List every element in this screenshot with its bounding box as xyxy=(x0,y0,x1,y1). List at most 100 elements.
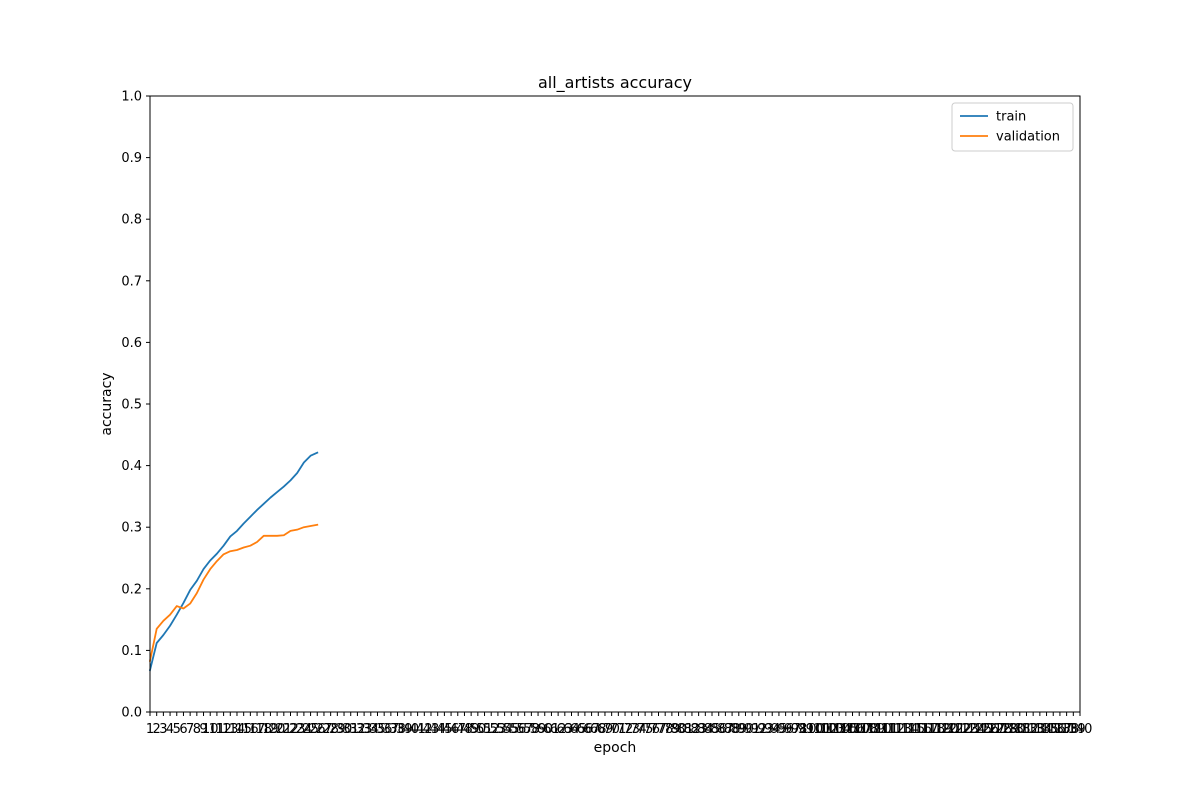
x-tick-label: 25 xyxy=(302,722,319,737)
x-tick-label: 47 xyxy=(449,722,466,737)
x-tick-label: 33 xyxy=(356,722,373,737)
x-tick-label: 59 xyxy=(530,722,547,737)
x-tick-label: 61 xyxy=(543,722,560,737)
x-tick-label: 126 xyxy=(974,722,999,737)
x-tick-label: 29 xyxy=(329,722,346,737)
series-line-validation xyxy=(148,523,319,662)
x-tick-label: 104 xyxy=(827,722,852,737)
x-tick-label: 94 xyxy=(764,722,781,737)
x-tick-label: 73 xyxy=(623,722,640,737)
x-tick-label: 14 xyxy=(229,722,246,737)
x-tick-label: 133 xyxy=(1021,722,1046,737)
x-tick-label: 27 xyxy=(316,722,333,737)
x-tick-label: 112 xyxy=(880,722,905,737)
x-tick-label: 28 xyxy=(322,722,339,737)
x-tick-label: 79 xyxy=(664,722,681,737)
y-tick-label: 0.3 xyxy=(121,521,142,536)
legend-label-validation: validation xyxy=(996,130,1060,145)
x-tick-label: 15 xyxy=(235,722,252,737)
y-tick-label: 0.5 xyxy=(121,398,142,413)
x-tick-label: 21 xyxy=(276,722,293,737)
x-tick-label: 19 xyxy=(262,722,279,737)
x-tick-label: 129 xyxy=(994,722,1019,737)
x-tick-label: 20 xyxy=(269,722,286,737)
x-tick-label: 85 xyxy=(704,722,721,737)
x-tick-label: 41 xyxy=(409,722,426,737)
x-tick-label: 83 xyxy=(690,722,707,737)
series-line-train xyxy=(148,451,319,672)
x-tick-label: 67 xyxy=(583,722,600,737)
x-tick-label: 66 xyxy=(577,722,594,737)
x-tick-label: 97 xyxy=(784,722,801,737)
x-tick-label: 16 xyxy=(242,722,259,737)
x-tick-label: 72 xyxy=(617,722,634,737)
x-tick-label: 51 xyxy=(476,722,493,737)
x-tick-label: 87 xyxy=(717,722,734,737)
y-tick-label: 0.0 xyxy=(121,706,142,721)
x-tick-label: 136 xyxy=(1041,722,1066,737)
x-tick-label: 12 xyxy=(215,722,232,737)
x-tick-label: 34 xyxy=(363,722,380,737)
x-tick-label: 96 xyxy=(777,722,794,737)
x-tick-label: 68 xyxy=(590,722,607,737)
x-tick-label: 6 xyxy=(179,722,187,737)
x-tick-label: 139 xyxy=(1061,722,1086,737)
plot-area: 0.00.10.20.30.40.50.60.70.80.91.01234567… xyxy=(121,90,1092,738)
y-tick-label: 0.4 xyxy=(121,459,142,474)
x-tick-label: 2 xyxy=(153,722,161,737)
x-tick-label: 1 xyxy=(146,722,154,737)
x-tick-label: 55 xyxy=(503,722,520,737)
x-tick-label: 23 xyxy=(289,722,306,737)
x-tick-label: 100 xyxy=(800,722,825,737)
x-tick-label: 103 xyxy=(820,722,845,737)
x-tick-label: 114 xyxy=(894,722,919,737)
x-tick-label: 132 xyxy=(1014,722,1039,737)
x-tick-label: 3 xyxy=(159,722,167,737)
x-tick-label: 89 xyxy=(731,722,748,737)
y-tick-label: 0.6 xyxy=(121,336,142,351)
y-tick-label: 0.7 xyxy=(121,274,142,289)
x-tick-label: 54 xyxy=(496,722,513,737)
x-tick-label: 115 xyxy=(900,722,925,737)
x-tick-label: 111 xyxy=(874,722,899,737)
x-tick-label: 118 xyxy=(920,722,945,737)
x-axis-label: epoch xyxy=(594,740,637,756)
x-tick-label: 88 xyxy=(724,722,741,737)
y-tick-label: 0.9 xyxy=(121,151,142,166)
x-tick-label: 8 xyxy=(193,722,201,737)
x-tick-label: 98 xyxy=(791,722,808,737)
x-tick-label: 134 xyxy=(1027,722,1052,737)
x-tick-label: 39 xyxy=(396,722,413,737)
x-tick-label: 137 xyxy=(1048,722,1073,737)
x-tick-label: 107 xyxy=(847,722,872,737)
y-tick-label: 0.1 xyxy=(121,644,142,659)
x-tick-label: 11 xyxy=(209,722,226,737)
x-tick-label: 106 xyxy=(840,722,865,737)
x-tick-label: 35 xyxy=(369,722,386,737)
x-tick-label: 91 xyxy=(744,722,761,737)
x-tick-label: 78 xyxy=(657,722,674,737)
x-tick-label: 37 xyxy=(383,722,400,737)
y-axis-label: accuracy xyxy=(99,372,115,435)
x-tick-label: 42 xyxy=(416,722,433,737)
x-tick-label: 140 xyxy=(1068,722,1093,737)
x-tick-label: 77 xyxy=(650,722,667,737)
x-tick-label: 26 xyxy=(309,722,326,737)
x-tick-label: 75 xyxy=(637,722,654,737)
x-tick-label: 101 xyxy=(807,722,832,737)
x-tick-label: 40 xyxy=(403,722,420,737)
x-tick-label: 64 xyxy=(563,722,580,737)
x-tick-label: 13 xyxy=(222,722,239,737)
x-tick-label: 131 xyxy=(1007,722,1032,737)
y-tick-label: 0.2 xyxy=(121,582,142,597)
x-tick-label: 4 xyxy=(166,722,174,737)
x-tick-label: 56 xyxy=(510,722,527,737)
x-tick-label: 128 xyxy=(987,722,1012,737)
x-tick-label: 125 xyxy=(967,722,992,737)
x-tick-label: 38 xyxy=(389,722,406,737)
x-tick-label: 82 xyxy=(684,722,701,737)
x-tick-label: 71 xyxy=(610,722,627,737)
x-tick-label: 95 xyxy=(771,722,788,737)
x-tick-label: 45 xyxy=(436,722,453,737)
